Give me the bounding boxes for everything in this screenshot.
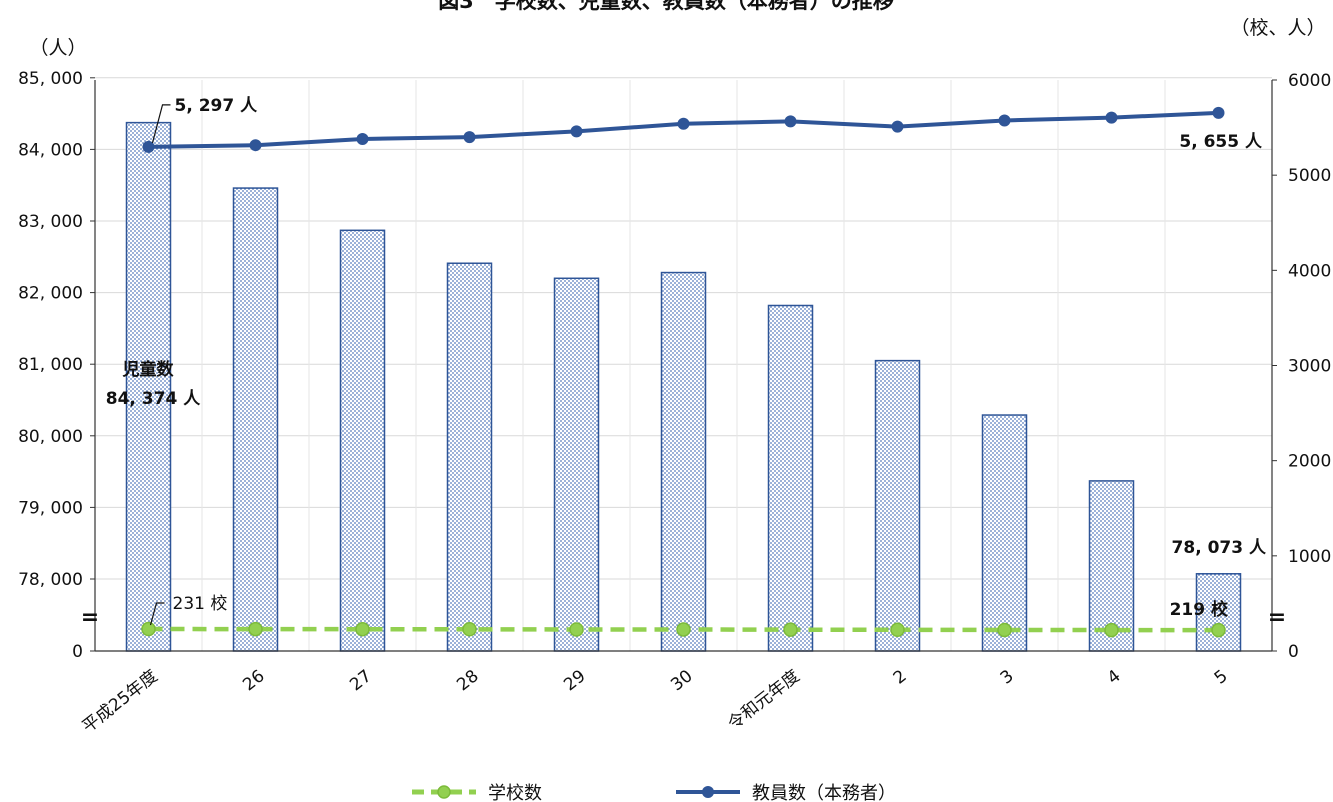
right-tick-label: 2000: [1288, 452, 1331, 472]
point-schools: [1211, 622, 1226, 638]
point-schools: [569, 622, 584, 637]
x-tick-label: 4: [1104, 666, 1125, 688]
bar-students: [981, 414, 1028, 652]
point-teachers: [677, 117, 690, 130]
right-tick-label: 3000: [1288, 357, 1331, 377]
legend-schools-label: 学校数: [488, 783, 542, 802]
line-series: [141, 106, 1226, 638]
right-tick-label: 6000: [1288, 71, 1331, 91]
right-tick-label: 5000: [1288, 166, 1331, 186]
right-axis-break: =: [1268, 605, 1286, 630]
x-tick-label: 平成25年度: [79, 666, 162, 737]
bar-students: [553, 277, 600, 652]
point-schools: [676, 622, 691, 637]
bar-series-students: [125, 121, 1242, 652]
right-axis-unit: （校、人）: [1230, 17, 1325, 39]
left-axis-break: =: [81, 605, 99, 630]
point-teachers: [463, 131, 476, 144]
teachers-first-leader: [151, 104, 171, 144]
left-tick-label: 85, 000: [18, 69, 83, 89]
bar-students: [874, 359, 921, 652]
left-tick-label: 83, 000: [18, 212, 83, 232]
bar-students: [660, 271, 707, 652]
point-schools: [1104, 622, 1119, 638]
point-teachers: [784, 115, 797, 128]
point-schools: [890, 622, 905, 638]
point-teachers: [249, 139, 262, 152]
point-teachers: [1105, 111, 1118, 124]
chart-title: 図3 学校数、児童数、教員数（本務者）の推移: [438, 0, 894, 13]
x-tick-label: 29: [560, 666, 589, 695]
x-tick-label: 2: [890, 666, 911, 688]
teachers-last-label: 5, 655 人: [1179, 132, 1263, 152]
students-last-label: 78, 073 人: [1172, 538, 1267, 558]
teachers-first-label: 5, 297 人: [175, 96, 259, 116]
students-series-label: 児童数: [122, 359, 175, 380]
bar-students: [232, 187, 279, 652]
x-tick-label: 27: [346, 666, 375, 695]
point-teachers: [1212, 106, 1225, 119]
point-teachers: [570, 125, 583, 138]
left-tick-label: 84, 000: [18, 140, 83, 160]
point-schools: [462, 622, 477, 637]
x-tick-label: 26: [239, 666, 268, 695]
point-schools: [248, 621, 263, 637]
right-tick-label: 0: [1288, 642, 1299, 662]
x-tick-label: 30: [667, 666, 696, 695]
right-tick-label: 4000: [1288, 261, 1331, 281]
point-schools: [355, 621, 370, 637]
left-tick-label: 80, 000: [18, 427, 83, 447]
point-teachers: [891, 120, 904, 133]
schools-first-label: 231 校: [173, 594, 228, 614]
right-tick-label: 1000: [1288, 547, 1331, 567]
bar-students: [125, 121, 172, 652]
point-teachers: [998, 114, 1011, 127]
point-teachers: [356, 133, 369, 146]
point-teachers: [142, 140, 155, 153]
bar-students: [767, 304, 814, 652]
schools-first-leader: [149, 602, 165, 626]
students-first-label: 84, 374 人: [106, 389, 201, 409]
x-tick-label: 5: [1211, 666, 1232, 688]
schools-last-label: 219 校: [1170, 599, 1229, 620]
x-tick-label: 3: [997, 666, 1018, 688]
legend: 学校数 教員数（本務者）: [412, 783, 896, 802]
left-tick-label: 81, 000: [18, 355, 83, 375]
bar-students: [446, 262, 493, 652]
point-schools: [997, 622, 1012, 638]
left-tick-label: 78, 000: [18, 570, 83, 590]
bar-students: [339, 229, 386, 652]
bar-students: [1088, 480, 1135, 652]
left-tick-label: 82, 000: [18, 284, 83, 304]
point-schools: [783, 622, 798, 637]
left-tick-label: 79, 000: [18, 498, 83, 518]
point-schools: [141, 621, 156, 637]
legend-schools-marker: [437, 785, 451, 799]
x-tick-label: 28: [453, 666, 482, 695]
x-tick-label: 令和元年度: [724, 666, 803, 734]
legend-teachers-label: 教員数（本務者）: [752, 783, 896, 802]
left-tick-label: 0: [72, 642, 83, 662]
bar-students: [1195, 573, 1242, 652]
left-axis-unit: （人）: [29, 37, 86, 59]
legend-teachers-marker: [702, 786, 714, 798]
